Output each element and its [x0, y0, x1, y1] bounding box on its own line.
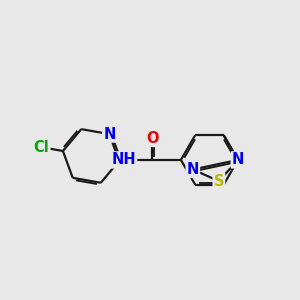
- Text: S: S: [214, 174, 224, 189]
- Text: N: N: [103, 127, 116, 142]
- Text: NH: NH: [112, 152, 136, 167]
- Text: Cl: Cl: [34, 140, 49, 155]
- Text: N: N: [232, 152, 244, 167]
- Text: O: O: [146, 131, 159, 146]
- Text: N: N: [187, 162, 199, 177]
